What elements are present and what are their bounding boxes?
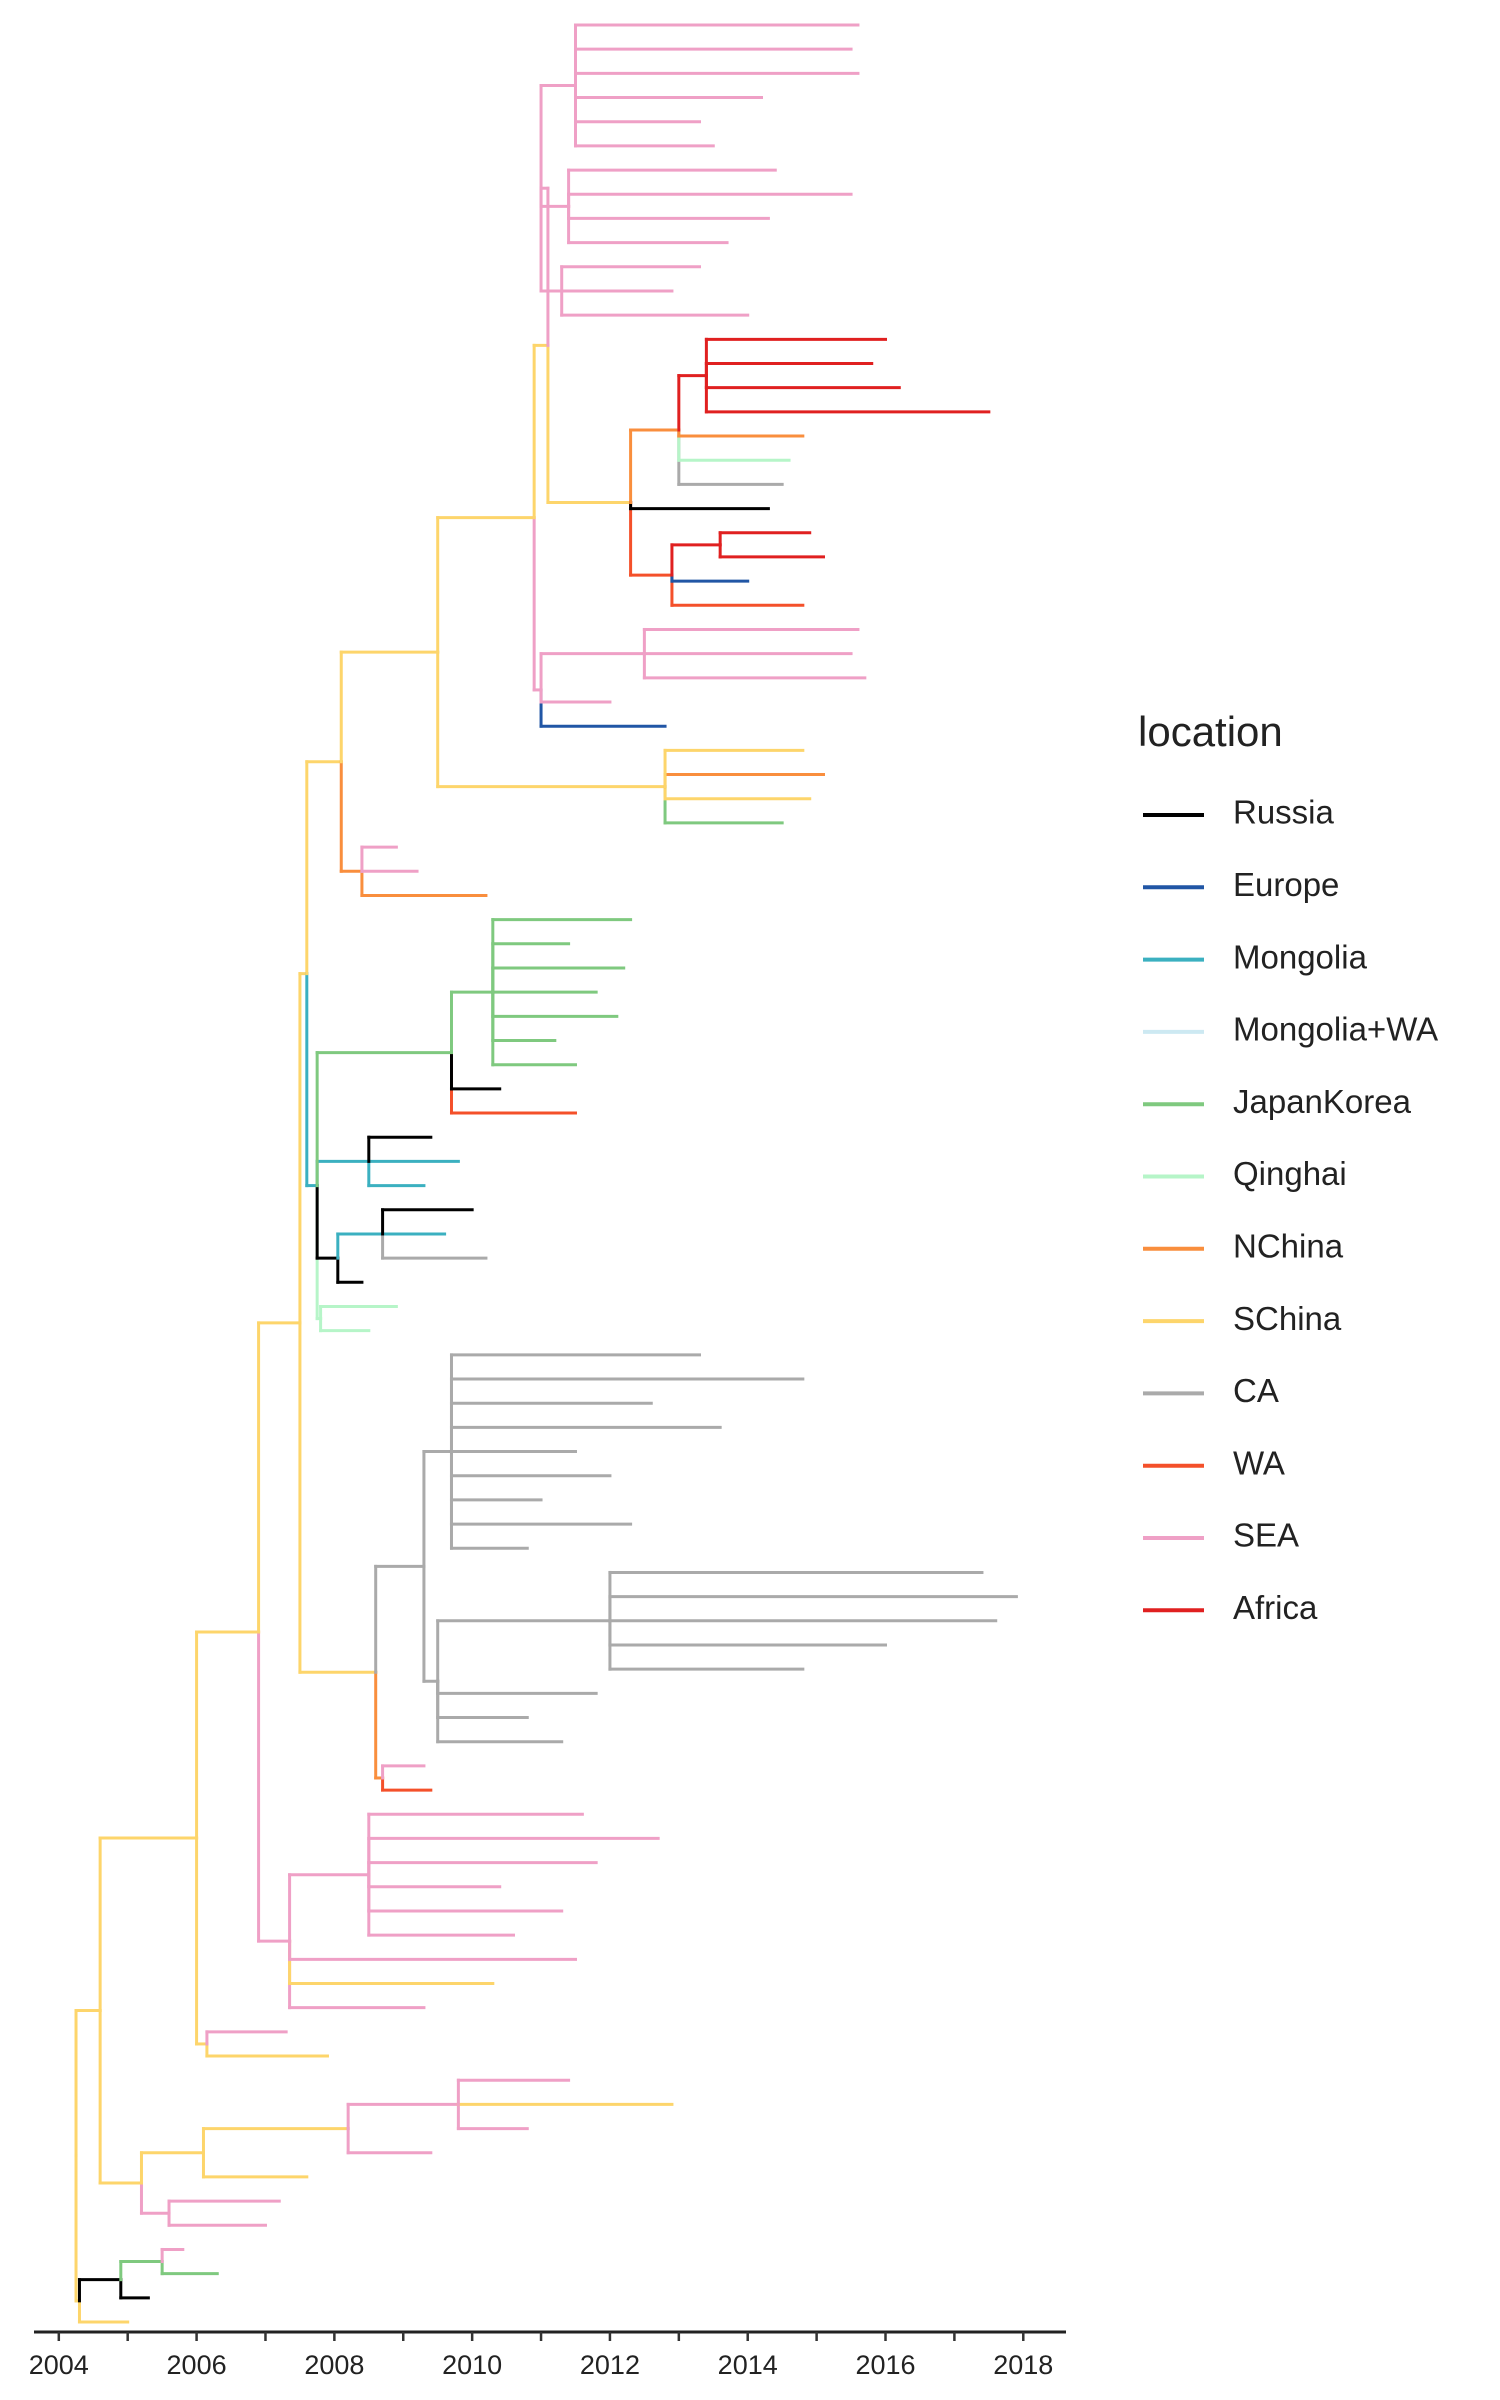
legend-label: Qinghai — [1233, 1155, 1347, 1192]
legend-title: location — [1138, 708, 1283, 755]
legend-label: SChina — [1233, 1300, 1342, 1337]
legend-label: Mongolia+WA — [1233, 1011, 1438, 1048]
x-tick-label: 2004 — [29, 2350, 89, 2380]
legend-label: JapanKorea — [1233, 1083, 1412, 1120]
legend-label: Mongolia — [1233, 938, 1368, 975]
x-tick-label: 2012 — [580, 2350, 640, 2380]
legend-label: Africa — [1233, 1589, 1318, 1626]
legend-label: Europe — [1233, 866, 1339, 903]
legend-label: WA — [1233, 1444, 1285, 1481]
x-tick-label: 2018 — [993, 2350, 1053, 2380]
x-tick-label: 2014 — [718, 2350, 778, 2380]
legend-label: Russia — [1233, 794, 1335, 831]
legend-label: CA — [1233, 1372, 1279, 1409]
x-tick-label: 2016 — [855, 2350, 915, 2380]
x-tick-label: 2008 — [304, 2350, 364, 2380]
legend-label: NChina — [1233, 1228, 1344, 1265]
legend-label: SEA — [1233, 1517, 1299, 1554]
x-tick-label: 2006 — [167, 2350, 227, 2380]
tree — [74, 23, 1018, 2324]
x-tick-label: 2010 — [442, 2350, 502, 2380]
